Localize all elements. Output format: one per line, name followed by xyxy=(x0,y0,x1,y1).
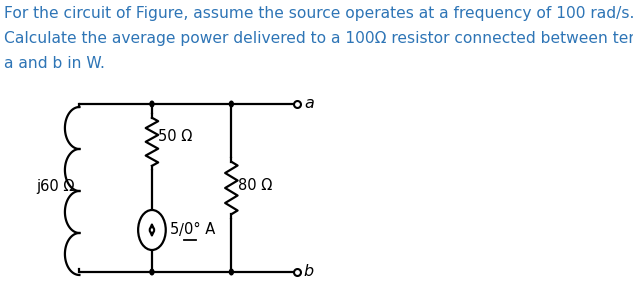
Text: a and b in W.: a and b in W. xyxy=(4,56,105,71)
Circle shape xyxy=(150,269,154,275)
Text: /: / xyxy=(179,223,184,237)
Text: 50 Ω: 50 Ω xyxy=(158,129,192,144)
Text: For the circuit of Figure, assume the source operates at a frequency of 100 rad/: For the circuit of Figure, assume the so… xyxy=(4,6,633,21)
Text: 80 Ω: 80 Ω xyxy=(238,178,273,194)
Text: 0° A: 0° A xyxy=(184,223,215,237)
Circle shape xyxy=(229,101,234,107)
Circle shape xyxy=(229,269,234,275)
Text: a: a xyxy=(304,95,313,110)
Text: b: b xyxy=(304,264,314,278)
Circle shape xyxy=(150,101,154,107)
Text: j60 Ω: j60 Ω xyxy=(37,178,75,194)
Text: Calculate the average power delivered to a 100Ω resistor connected between termi: Calculate the average power delivered to… xyxy=(4,31,633,46)
Text: 5: 5 xyxy=(170,223,184,237)
